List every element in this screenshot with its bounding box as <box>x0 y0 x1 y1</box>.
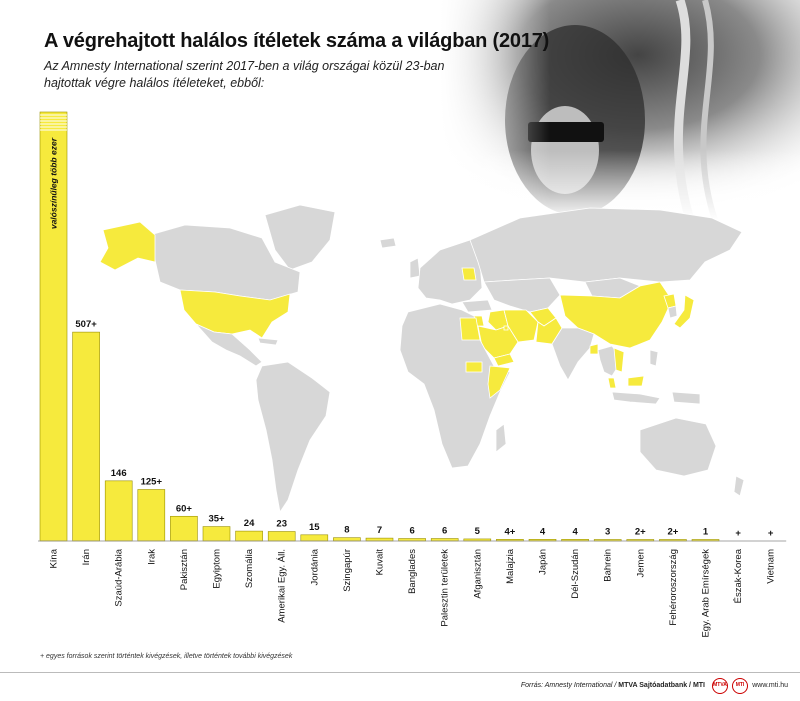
category-label-19: Fehéroroszország <box>668 549 679 626</box>
source-brand: MTVA Sajtóadatbank / MTI <box>618 682 705 689</box>
bar-1 <box>72 331 100 542</box>
category-label-21: Észak-Korea <box>733 548 744 603</box>
footer: Forrás: Amnesty International / MTVA Saj… <box>0 672 800 701</box>
value-label-18: 2+ <box>635 527 646 538</box>
value-label-5: 35+ <box>208 514 225 525</box>
bar-6 <box>235 530 263 542</box>
map-africa <box>399 303 511 469</box>
value-label-13: 5 <box>475 526 481 537</box>
category-label-17: Bahrein <box>603 549 614 582</box>
value-label-1: 507+ <box>75 319 97 330</box>
bar-9 <box>333 537 361 542</box>
china-bar-label: valószínűleg több ezer <box>49 137 59 229</box>
source-text: Forrás: Amnesty International / MTVA Saj… <box>521 682 705 689</box>
category-label-9: Szingapúr <box>342 549 353 592</box>
category-label-8: Jordánia <box>309 548 320 585</box>
value-label-10: 7 <box>377 525 382 536</box>
footnote: + egyes források szerint történtek kivég… <box>40 653 293 660</box>
category-label-20: Egy. Arab Emírségek <box>701 549 712 638</box>
map-europe <box>417 239 483 305</box>
value-label-11: 6 <box>409 526 414 537</box>
value-label-12: 6 <box>442 526 447 537</box>
category-label-15: Japán <box>538 549 549 575</box>
map-greenland <box>264 204 336 271</box>
value-label-14: 4+ <box>504 526 515 537</box>
value-label-16: 4 <box>572 526 578 537</box>
bar-3 <box>137 489 166 542</box>
category-label-2: Szaúd-Arábia <box>114 548 125 606</box>
source-prefix: Forrás: Amnesty International / <box>520 682 619 689</box>
category-label-5: Egyiptom <box>212 549 223 589</box>
map-central-asia <box>483 277 561 313</box>
category-label-18: Jemen <box>635 549 646 578</box>
value-label-8: 15 <box>309 522 320 533</box>
category-label-7: Amerikai Egy. Áll. <box>277 549 288 623</box>
map-vietnam <box>613 347 625 373</box>
website-link[interactable]: www.mti.hu <box>752 682 788 689</box>
bar-7 <box>267 531 296 542</box>
value-label-17: 3 <box>605 527 610 538</box>
category-label-16: Dél-Szudán <box>570 549 581 599</box>
mti-logo-icon: MTI <box>732 678 748 694</box>
map-bangladesh <box>589 343 599 355</box>
category-label-6: Szomália <box>244 548 255 588</box>
map-kuwait <box>503 325 509 331</box>
map-belarus <box>461 267 477 281</box>
map-alaska <box>99 221 156 271</box>
bar-5 <box>202 526 231 542</box>
bar-8 <box>300 534 329 542</box>
bar-series: valószínűleg több ezerKína507+Irán146Sza… <box>38 111 787 638</box>
category-label-13: Afganisztán <box>472 549 483 599</box>
map-australia <box>639 417 717 477</box>
world-map <box>99 204 745 514</box>
category-label-11: Banglades <box>407 549 418 594</box>
value-label-7: 23 <box>276 519 287 530</box>
map-somalia <box>487 365 511 399</box>
value-label-4: 60+ <box>176 503 193 514</box>
value-label-21: + <box>735 528 741 539</box>
map-india <box>551 327 595 381</box>
map-japan <box>673 294 695 329</box>
map-egypt <box>459 317 481 341</box>
map-south-america <box>255 361 331 514</box>
value-label-22: + <box>768 528 774 539</box>
category-label-1: Irán <box>81 549 92 565</box>
page-subtitle: Az Amnesty International szerint 2017-be… <box>44 59 445 90</box>
value-label-15: 4 <box>540 526 546 537</box>
category-label-12: Palesztin területek <box>440 549 451 627</box>
map-mexico <box>195 323 263 367</box>
value-label-3: 125+ <box>141 477 163 488</box>
value-label-6: 24 <box>244 518 255 529</box>
bar-10 <box>365 537 394 542</box>
map-yemen <box>493 353 515 367</box>
category-label-3: Irak <box>146 549 157 565</box>
category-label-14: Malajzia <box>505 548 516 584</box>
category-label-22: Vietnam <box>766 549 777 584</box>
bar-2 <box>104 480 133 542</box>
value-label-9: 8 <box>344 525 349 536</box>
category-label-4: Pakisztán <box>179 549 190 590</box>
page-title: A végrehajtott halálos ítéletek száma a … <box>44 30 550 52</box>
mtva-logo-icon: MTVA <box>712 678 728 694</box>
map-malaysia <box>607 377 617 389</box>
value-label-2: 146 <box>111 468 127 479</box>
map-south-sudan <box>465 361 483 373</box>
category-label-10: Kuvait <box>375 549 386 576</box>
category-label-0: Kína <box>49 548 60 568</box>
value-label-19: 2+ <box>667 527 678 538</box>
bar-4 <box>170 515 198 542</box>
map-russia <box>469 207 743 283</box>
value-label-20: 1 <box>703 527 709 538</box>
